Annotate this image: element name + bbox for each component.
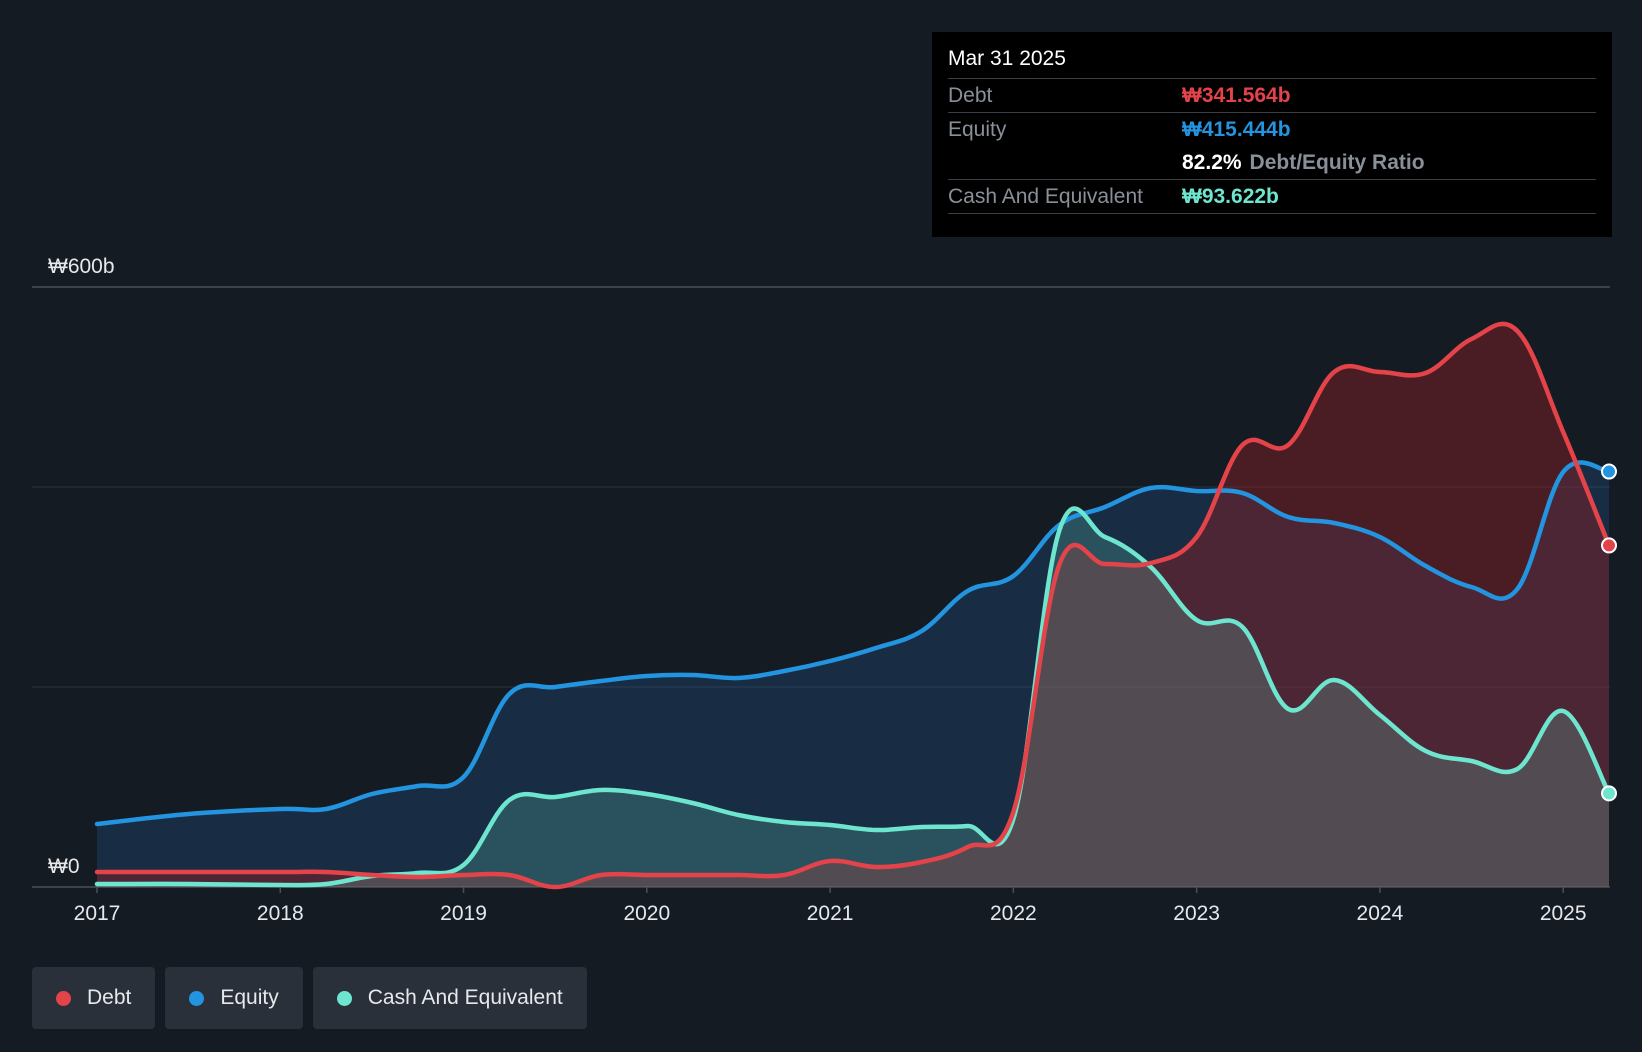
tooltip-debt-value: ₩341.564b	[1182, 83, 1291, 107]
x-tick-label: 2022	[990, 902, 1037, 925]
legend-debt-label: Debt	[87, 986, 132, 1009]
equity-dot-icon	[189, 990, 205, 1006]
tooltip-cash-row: Cash And Equivalent ₩93.622b	[948, 179, 1596, 214]
tooltip-ratio-value: 82.2%	[1182, 150, 1242, 174]
legend-item-debt[interactable]: Debt	[32, 967, 156, 1029]
series-lines	[94, 321, 1612, 890]
tooltip-cash-label: Cash And Equivalent	[948, 184, 1143, 208]
x-tick-label: 2024	[1357, 902, 1404, 925]
x-tick-label: 2025	[1540, 902, 1587, 925]
debt-line	[94, 321, 1612, 890]
cash-endpoint[interactable]	[1601, 785, 1617, 802]
tooltip-ratio-row: 82.2% Debt/Equity Ratio	[948, 146, 1596, 179]
y-tick-label: ₩0	[48, 855, 80, 878]
series-endpoints	[1601, 463, 1617, 802]
legend-item-cash[interactable]: Cash And Equivalent	[312, 967, 587, 1029]
x-axis: 2017 2018 2019 2020 2021 2022 2023 2024 2025	[74, 887, 1587, 925]
x-tick-label: 2017	[74, 902, 121, 925]
x-tick-label: 2019	[440, 902, 487, 925]
tooltip-panel: Mar 31 2025 Debt ₩341.564b Equity ₩415.4…	[932, 32, 1612, 237]
tooltip-equity-label: Equity	[948, 117, 1007, 141]
series-areas	[97, 323, 1609, 887]
x-tick-label: 2023	[1173, 902, 1220, 925]
cash-area	[97, 508, 1609, 887]
tooltip-ratio-label: Debt/Equity Ratio	[1249, 150, 1425, 174]
debt-endpoint[interactable]	[1601, 537, 1617, 554]
y-axis: ₩600b ₩0	[48, 255, 115, 878]
y-tick-label: ₩600b	[48, 255, 115, 278]
tooltip-debt-row: Debt ₩341.564b	[948, 78, 1596, 112]
cash-dot-icon	[336, 990, 352, 1006]
equity-endpoint[interactable]	[1601, 463, 1617, 480]
legend: Debt Equity Cash And Equivalent	[32, 967, 587, 1029]
equity-line	[94, 460, 1612, 827]
x-tick-label: 2020	[623, 902, 670, 925]
legend-equity-label: Equity	[220, 986, 279, 1009]
x-tick-label: 2018	[257, 902, 304, 925]
grid-lines	[32, 286, 1610, 888]
tooltip-equity-row: Equity ₩415.444b	[948, 112, 1596, 146]
legend-cash-label: Cash And Equivalent	[367, 986, 563, 1009]
legend-item-equity[interactable]: Equity	[165, 967, 303, 1029]
x-tick-label: 2021	[807, 902, 854, 925]
cash-line	[94, 506, 1612, 888]
equity-area	[97, 462, 1609, 887]
tooltip-equity-value: ₩415.444b	[1182, 117, 1291, 141]
tooltip-cash-value: ₩93.622b	[1182, 184, 1279, 208]
debt-dot-icon	[56, 990, 71, 1006]
tooltip-debt-label: Debt	[948, 83, 993, 107]
tooltip-date: Mar 31 2025	[948, 47, 1066, 70]
